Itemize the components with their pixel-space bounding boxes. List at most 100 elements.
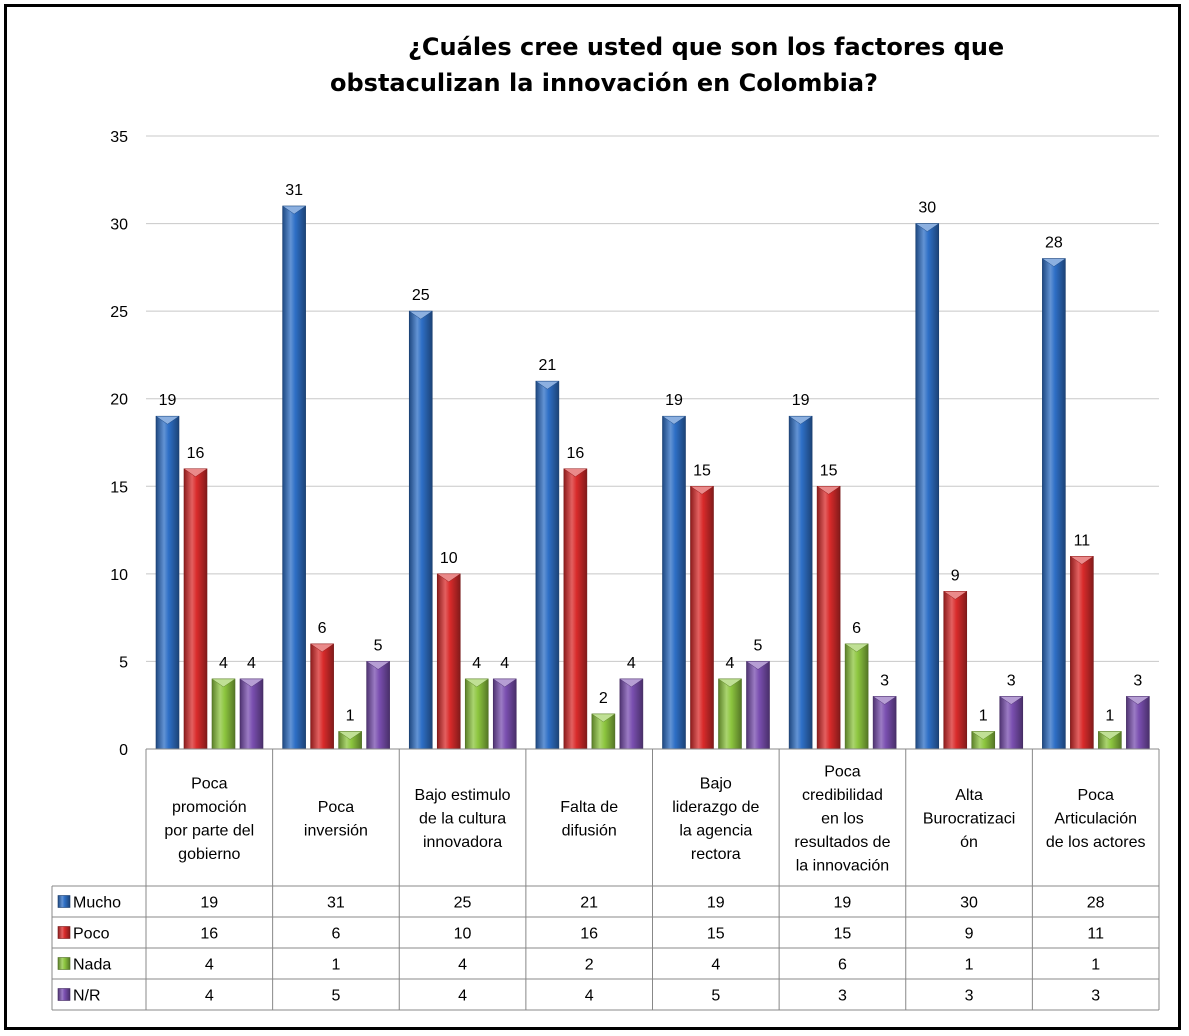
category-label: Poca [1077, 787, 1114, 804]
legend-label: Nada [73, 957, 111, 974]
table-cell: 4 [458, 957, 467, 974]
bar-cap [239, 678, 264, 688]
table-cell: 5 [711, 988, 720, 1005]
data-label: 5 [754, 637, 763, 654]
data-label: 1 [1105, 707, 1114, 724]
data-label: 4 [726, 655, 735, 672]
table-cell: 1 [965, 957, 974, 974]
bar-cap [211, 678, 236, 688]
table-cell: 3 [965, 988, 974, 1005]
table-cell: 19 [707, 895, 725, 912]
legend-key [57, 957, 71, 970]
bar-cap [337, 731, 363, 740]
bar [816, 485, 841, 750]
data-label: 4 [627, 655, 636, 672]
bar-cap [1069, 556, 1095, 565]
category-label: Articulación [1054, 811, 1137, 828]
bar-cap [717, 678, 743, 688]
bar [1042, 258, 1066, 750]
bar [563, 468, 588, 750]
data-label: 30 [918, 200, 936, 217]
y-tick-label: 25 [110, 304, 128, 321]
data-label: 1 [346, 707, 355, 724]
table-cell: 4 [205, 957, 214, 974]
category-label: Poca [191, 775, 228, 792]
bar [211, 678, 236, 750]
bar [155, 415, 180, 750]
y-tick-label: 10 [110, 567, 128, 584]
category-label: Poca [318, 799, 355, 816]
bar-cap [970, 731, 996, 740]
data-label: 16 [187, 445, 205, 462]
bar [1070, 556, 1094, 750]
table-cell: 3 [838, 988, 847, 1005]
data-label: 10 [440, 550, 458, 567]
category-label: la agencia [679, 822, 752, 839]
category-label: Alta [955, 787, 983, 804]
bar-cap [492, 678, 518, 688]
table-cell: 21 [580, 895, 598, 912]
bar-cap [535, 380, 560, 390]
bar [943, 591, 968, 750]
bar-cap [788, 415, 813, 425]
data-label: 15 [693, 462, 711, 479]
bar-cap [591, 713, 616, 723]
data-label: 4 [500, 655, 509, 672]
y-tick-label: 20 [110, 392, 128, 409]
category-label: por parte del [164, 822, 254, 839]
data-label: 6 [852, 620, 861, 637]
data-label: 11 [1074, 532, 1091, 549]
y-tick-label: 35 [110, 129, 128, 146]
bar [788, 415, 813, 750]
category-label: credibilidad [802, 787, 883, 804]
table-cell: 3 [1091, 988, 1100, 1005]
table-cell: 31 [327, 895, 345, 912]
legend-label: Mucho [73, 895, 121, 912]
table-cell: 30 [960, 895, 978, 912]
category-label: Bajo [700, 775, 732, 792]
bar-cap [155, 415, 180, 425]
bar-cap [309, 643, 335, 653]
category-label: difusión [562, 822, 617, 839]
data-label: 19 [792, 392, 810, 409]
bar-cap [1041, 258, 1067, 267]
bar-cap [281, 205, 307, 215]
table-cell: 2 [585, 957, 594, 974]
table-cell: 16 [200, 926, 218, 943]
table-cell: 10 [454, 926, 472, 943]
y-tick-label: 30 [110, 217, 128, 234]
table-cell: 1 [331, 957, 340, 974]
category-label: resultados de [794, 834, 890, 851]
data-label: 19 [159, 392, 177, 409]
category-label: de los actores [1046, 834, 1146, 851]
data-label: 2 [599, 690, 608, 707]
bar [310, 643, 334, 750]
chart-title-line-1: ¿Cuáles cree usted que son los factores … [408, 33, 1005, 61]
data-label: 31 [285, 182, 303, 199]
bar-cap [914, 223, 940, 232]
category-label: Poca [824, 764, 861, 781]
table-cell: 4 [205, 988, 214, 1005]
category-label: gobierno [178, 846, 240, 863]
category-label: la innovación [796, 858, 889, 875]
bar [746, 661, 770, 750]
bar [183, 468, 208, 750]
bar-cap [183, 468, 208, 478]
bar-cap [365, 661, 391, 670]
category-label: rectora [691, 846, 741, 863]
bar [915, 223, 940, 750]
table-cell: 6 [331, 926, 340, 943]
chart-title-line-2: obstaculizan la innovación en Colombia? [330, 69, 878, 97]
category-label: Bajo estimulo [415, 787, 511, 804]
category-label: de la cultura [419, 811, 506, 828]
table-cell: 15 [707, 926, 725, 943]
category-label: liderazgo de [672, 799, 759, 816]
bar-cap [872, 696, 897, 705]
bar [408, 310, 433, 750]
data-label: 25 [412, 287, 430, 304]
bar-cap [745, 661, 771, 670]
table-cell: 19 [834, 895, 852, 912]
table-cell: 15 [834, 926, 852, 943]
table-cell: 28 [1087, 895, 1105, 912]
